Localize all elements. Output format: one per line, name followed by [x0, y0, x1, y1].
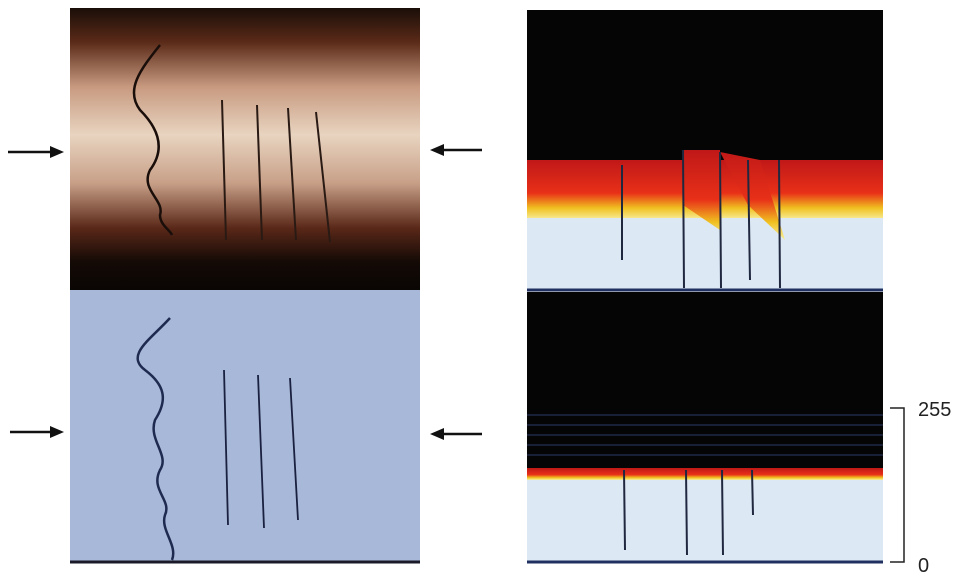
figure: 255 0: [0, 0, 965, 578]
photo-original: [70, 8, 420, 290]
intensity-map-original: [527, 10, 883, 290]
scale-top-label: 255: [918, 399, 951, 421]
scale-bottom-label: 0: [918, 555, 929, 577]
intensity-map-processed: [527, 292, 883, 562]
scale-bracket: [890, 408, 904, 562]
photo-processed: [70, 290, 420, 562]
